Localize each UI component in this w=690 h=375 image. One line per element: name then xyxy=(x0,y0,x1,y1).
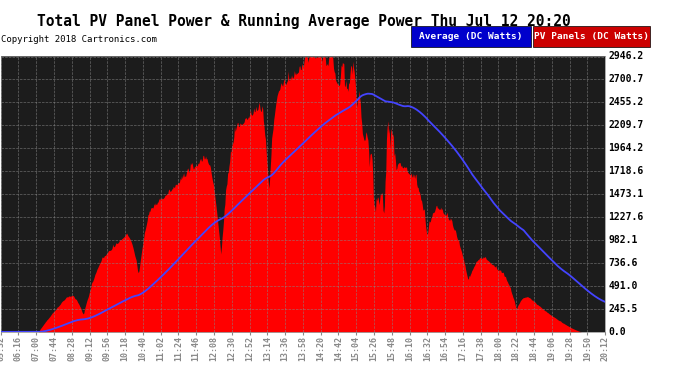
Text: 1964.2: 1964.2 xyxy=(609,143,644,153)
Text: 0.0: 0.0 xyxy=(609,327,627,337)
Text: 1718.6: 1718.6 xyxy=(609,166,644,176)
Text: Average (DC Watts): Average (DC Watts) xyxy=(420,32,523,41)
Text: Total PV Panel Power & Running Average Power Thu Jul 12 20:20: Total PV Panel Power & Running Average P… xyxy=(37,13,571,29)
Text: 491.0: 491.0 xyxy=(609,281,638,291)
Text: Copyright 2018 Cartronics.com: Copyright 2018 Cartronics.com xyxy=(1,35,157,44)
Text: 1473.1: 1473.1 xyxy=(609,189,644,199)
Text: 2946.2: 2946.2 xyxy=(609,51,644,61)
Text: 245.5: 245.5 xyxy=(609,304,638,314)
Text: 736.6: 736.6 xyxy=(609,258,638,268)
Text: 982.1: 982.1 xyxy=(609,235,638,245)
Text: 2455.2: 2455.2 xyxy=(609,97,644,107)
Text: 2209.7: 2209.7 xyxy=(609,120,644,130)
Text: PV Panels (DC Watts): PV Panels (DC Watts) xyxy=(534,32,649,41)
Text: 1227.6: 1227.6 xyxy=(609,212,644,222)
Text: 2700.7: 2700.7 xyxy=(609,74,644,84)
